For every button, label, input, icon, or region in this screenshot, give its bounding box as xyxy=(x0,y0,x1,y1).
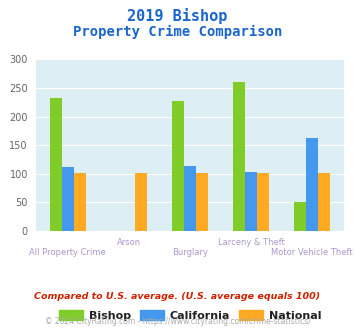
Bar xyxy=(306,138,318,231)
Bar xyxy=(318,173,330,231)
Bar xyxy=(62,167,74,231)
Text: Motor Vehicle Theft: Motor Vehicle Theft xyxy=(271,248,353,257)
Text: © 2024 CityRating.com - https://www.cityrating.com/crime-statistics/: © 2024 CityRating.com - https://www.city… xyxy=(45,317,310,326)
Bar xyxy=(74,173,86,231)
Bar xyxy=(171,101,184,231)
Bar xyxy=(196,173,208,231)
Bar xyxy=(257,173,269,231)
Legend: Bishop, California, National: Bishop, California, National xyxy=(54,305,326,325)
Text: 2019 Bishop: 2019 Bishop xyxy=(127,8,228,24)
Text: Property Crime Comparison: Property Crime Comparison xyxy=(73,25,282,39)
Bar xyxy=(245,172,257,231)
Bar xyxy=(233,82,245,231)
Bar xyxy=(184,166,196,231)
Text: All Property Crime: All Property Crime xyxy=(29,248,106,257)
Text: Burglary: Burglary xyxy=(172,248,208,257)
Bar xyxy=(50,98,62,231)
Bar xyxy=(294,202,306,231)
Text: Larceny & Theft: Larceny & Theft xyxy=(218,238,284,247)
Text: Arson: Arson xyxy=(117,238,141,247)
Bar xyxy=(135,173,147,231)
Text: Compared to U.S. average. (U.S. average equals 100): Compared to U.S. average. (U.S. average … xyxy=(34,292,321,301)
